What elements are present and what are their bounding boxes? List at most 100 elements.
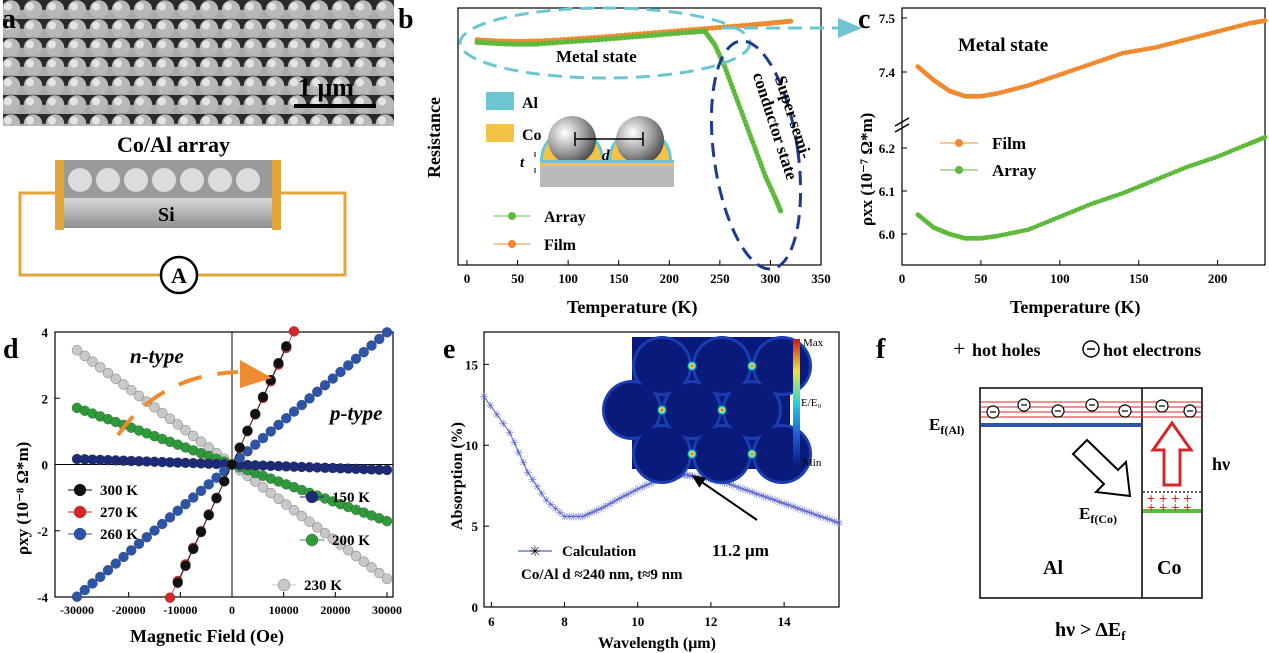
n-to-p-arrow xyxy=(116,370,239,437)
point-d xyxy=(288,326,300,337)
point-d xyxy=(102,367,114,379)
wire-left xyxy=(18,191,160,277)
x-tick-label-d: 20000 xyxy=(320,603,350,617)
y-tick-label-e: 10 xyxy=(465,438,478,453)
y-tick-label-c: 6.0 xyxy=(879,227,895,242)
legend-film-c: Film xyxy=(992,134,1026,153)
point-array xyxy=(618,35,624,41)
point-e: ✳ xyxy=(615,494,624,506)
point-d xyxy=(118,551,129,563)
point-d xyxy=(374,567,385,579)
left-contact xyxy=(55,160,64,230)
y-tick-label-c: 6.1 xyxy=(879,184,895,199)
legend-array-c: Array xyxy=(992,161,1037,180)
point-e: ✳ xyxy=(624,489,633,501)
point-d xyxy=(327,373,338,384)
point-array xyxy=(641,33,647,39)
panel-b: b 0 50 100 150 200 250 300 350 Temperature (K) … xyxy=(398,4,862,318)
point-array xyxy=(667,31,674,37)
svg-text:+ + + +: + + + + xyxy=(1147,490,1191,506)
point-array xyxy=(664,31,670,37)
point-e: ✳ xyxy=(766,494,775,506)
point-d xyxy=(288,505,300,516)
x-tick-label-d: -10000 xyxy=(163,603,197,617)
point-d xyxy=(335,539,346,550)
point-e: ✳ xyxy=(816,511,825,523)
point-d xyxy=(381,573,393,584)
point-d xyxy=(102,565,114,576)
point-array xyxy=(546,40,552,46)
ylabel-b: Resistance xyxy=(424,97,444,178)
point-array xyxy=(660,31,666,38)
point-d xyxy=(164,592,176,603)
point-array xyxy=(675,30,681,36)
metal-state-c: Metal state xyxy=(958,35,1048,56)
peak-arrow xyxy=(691,474,758,521)
point-e: ✳ xyxy=(597,503,606,515)
x-tick-label-d: 0 xyxy=(229,603,235,617)
x-tick-label-c: 100 xyxy=(1050,271,1070,286)
point-e: ✳ xyxy=(546,499,555,511)
point-e: ✳ xyxy=(610,496,619,508)
x-tick-label-e: 10 xyxy=(631,614,644,629)
point-d xyxy=(250,408,261,419)
point-array xyxy=(576,38,583,44)
point-d xyxy=(157,518,168,530)
hot-holes-label: hot holes xyxy=(972,340,1041,360)
legend-marker-d xyxy=(73,483,87,497)
point-d xyxy=(126,385,137,396)
point-array xyxy=(683,30,689,36)
n-type-label: n-type xyxy=(130,344,184,368)
point-d xyxy=(265,426,276,437)
point-d xyxy=(319,527,331,539)
plot-frame-c xyxy=(901,7,1266,266)
point-film xyxy=(717,24,723,30)
panel-c: c 0 50 100 150 200 7.4 7.5 6.0 6.1 6.2 Temperatur… xyxy=(857,4,1268,318)
point-c-film xyxy=(1262,18,1268,24)
point-d xyxy=(188,492,199,503)
point-e: ✳ xyxy=(633,484,642,496)
xlabel-d: Magnetic Field (Oe) xyxy=(130,626,284,647)
point-d xyxy=(149,402,160,413)
array-title: Co/Al array xyxy=(117,132,230,157)
y-tick-label-e: 0 xyxy=(472,600,479,615)
point-array xyxy=(622,34,628,41)
point-e: ✳ xyxy=(725,479,734,491)
xlabel-e: Wavelength (μm) xyxy=(598,635,716,652)
point-d xyxy=(195,485,207,497)
hot-holes: + + + ++ + + + xyxy=(1147,490,1191,515)
colorbar-min: Min xyxy=(803,457,822,469)
point-d xyxy=(273,357,284,369)
co-swatch xyxy=(486,124,514,142)
point-array xyxy=(588,37,594,43)
point-e: ✳ xyxy=(642,480,651,492)
point-e: ✳ xyxy=(834,518,843,530)
x-tick-label-b: 150 xyxy=(609,271,629,286)
panel-a-label-top: a xyxy=(2,4,16,35)
hv-label: hν xyxy=(1212,454,1230,474)
point-array xyxy=(550,40,556,46)
point-d xyxy=(180,499,191,510)
point-e: ✳ xyxy=(619,491,628,503)
point-array xyxy=(603,36,609,42)
xlabel-b: Temperature (K) xyxy=(567,297,697,318)
point-d xyxy=(172,577,183,588)
x-tick-label-c: 50 xyxy=(974,271,987,286)
al-legend: Al xyxy=(522,95,539,112)
point-d xyxy=(234,442,245,453)
point-e: ✳ xyxy=(528,475,537,487)
legend-array-marker-c xyxy=(955,166,963,174)
point-e: ✳ xyxy=(802,507,811,519)
series-line-c-array xyxy=(916,135,1266,240)
point-d xyxy=(335,366,346,378)
condition-label: hν > ΔEf xyxy=(1055,619,1126,643)
y-tick-label-d: 4 xyxy=(42,325,49,340)
point-d xyxy=(343,545,354,556)
point-e: ✳ xyxy=(734,482,743,494)
point-d xyxy=(381,515,393,527)
x-tick-label-b: 250 xyxy=(710,271,730,286)
legend-params: Co/Al d ≈240 nm, t≈9 nm xyxy=(521,567,683,583)
point-array xyxy=(630,34,636,40)
point-e: ✳ xyxy=(729,481,738,493)
x-tick-label-d: 10000 xyxy=(269,603,299,617)
